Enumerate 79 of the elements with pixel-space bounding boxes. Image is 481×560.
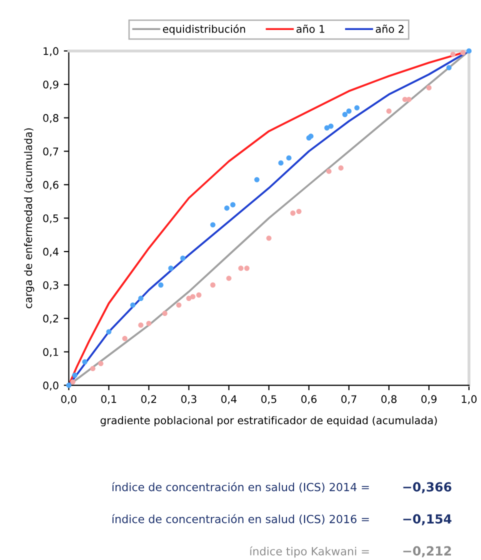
x-tick-label: 0,5 [261, 395, 276, 404]
point [168, 266, 174, 271]
point [162, 310, 168, 316]
y-tick-label: 0,1 [43, 348, 58, 358]
point [186, 296, 192, 301]
point [226, 276, 232, 281]
legend-label: año 2 [376, 24, 404, 33]
point [346, 108, 352, 114]
point [238, 266, 244, 271]
point [130, 302, 136, 308]
point [278, 160, 284, 166]
point [326, 168, 332, 174]
y-axis-title: carga de enfermedad (acumulada) [24, 128, 34, 308]
point [338, 165, 344, 171]
x-tick-label: 0,1 [101, 395, 116, 404]
point [176, 302, 182, 308]
point [386, 108, 392, 114]
x-tick-label: 0,7 [341, 395, 356, 404]
y-tick-label: 0,5 [43, 214, 58, 224]
point [158, 282, 164, 288]
point [266, 236, 272, 241]
point [450, 52, 456, 57]
point [180, 256, 186, 261]
point [138, 296, 144, 301]
y-tick-label: 0,0 [43, 382, 58, 390]
y-tick-label: 0,2 [43, 314, 58, 324]
point [90, 366, 96, 372]
point [70, 379, 76, 385]
point [324, 125, 330, 130]
point [466, 48, 472, 54]
point [460, 50, 466, 56]
point [196, 292, 202, 298]
legend-label: año 1 [296, 24, 324, 33]
x-tick-label: 0,2 [141, 395, 156, 404]
x-tick-label: 1,0 [462, 395, 477, 404]
point [328, 124, 334, 129]
point [210, 222, 216, 228]
x-tick-label: 0,6 [301, 395, 317, 404]
text: −0,212 [403, 546, 451, 558]
y-tick-label: 0,8 [43, 114, 58, 123]
legend-label: equidistribución [162, 24, 246, 35]
x-tick-label: 0,3 [181, 395, 196, 404]
point [146, 320, 152, 326]
point [224, 205, 230, 211]
point [106, 329, 112, 334]
y-tick-label: 0,3 [43, 281, 58, 290]
point [66, 382, 72, 388]
point [190, 294, 196, 300]
text: índice tipo Kakwani = [250, 546, 369, 558]
y-tick-label: 0,6 [43, 180, 58, 190]
text: índice de concentración en salud (ICS) 2016 = [112, 514, 369, 525]
point [426, 85, 432, 90]
point [138, 322, 144, 328]
x-tick-label: 0,4 [221, 395, 237, 404]
y-tick-label: 0,9 [43, 80, 58, 90]
point [72, 372, 78, 378]
point [98, 360, 104, 366]
x-axis-title: gradiente poblacional por estratificador de equidad (acumulada) [100, 416, 437, 426]
y-tick-label: 0,4 [43, 248, 58, 257]
point [254, 177, 260, 182]
text: índice de concentración en salud (ICS) 2014 = [112, 482, 369, 493]
text: −0,366 [403, 482, 452, 494]
point [342, 112, 348, 118]
point [290, 210, 296, 216]
point [286, 155, 292, 161]
x-tick-label: 0,8 [381, 395, 397, 404]
point [446, 65, 452, 70]
point [210, 282, 216, 288]
point [296, 208, 302, 214]
text: −0,154 [403, 514, 452, 526]
point [244, 266, 250, 271]
point [122, 336, 128, 342]
point [82, 359, 88, 364]
y-tick-label: 0,7 [43, 147, 58, 156]
y-tick-label: 1,0 [44, 47, 58, 56]
point [354, 105, 360, 110]
x-tick-label: 0,9 [421, 395, 437, 404]
x-tick-label: 0,0 [61, 395, 76, 404]
point [230, 202, 236, 208]
